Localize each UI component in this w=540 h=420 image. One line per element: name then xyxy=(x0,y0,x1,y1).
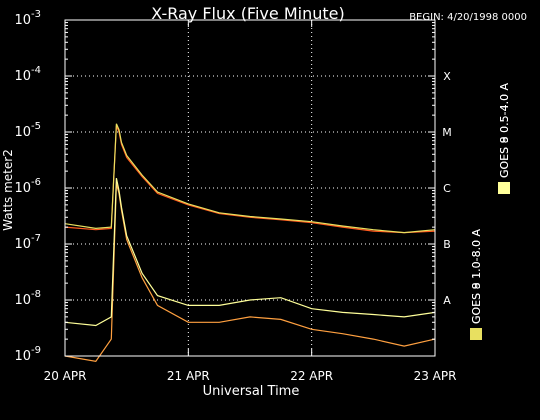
flare-class-label: M xyxy=(442,126,452,139)
flare-class-label: X xyxy=(443,70,451,83)
flare-class-label: B xyxy=(443,238,451,251)
legend-swatch xyxy=(470,328,482,340)
y-tick-label: 10-6 xyxy=(14,177,41,196)
begin-date-label: BEGIN: 4/20/1998 0000 xyxy=(409,12,527,23)
y-tick-label: 10-8 xyxy=(14,289,41,308)
y-axis-label: Watts meter2 xyxy=(1,149,15,231)
y-tick-label: 10-4 xyxy=(14,65,41,84)
y-tick-label: 10-9 xyxy=(14,345,41,364)
chart-title: X-Ray Flux (Five Minute) xyxy=(151,4,344,23)
legend-label: GOES 8 0.5-4.0 A xyxy=(498,82,511,178)
x-axis-label: Universal Time xyxy=(203,384,300,399)
legend-label: GOES 9 0.5-4.0 A xyxy=(498,82,511,178)
flare-class-label: A xyxy=(443,294,451,307)
series-line xyxy=(64,177,436,327)
series-line xyxy=(64,123,436,234)
legend-label: GOES 8 1.0-8.0 A xyxy=(470,228,483,324)
x-tick-label: 22 APR xyxy=(290,369,333,383)
y-tick-label: 10-3 xyxy=(14,9,41,28)
x-tick-label: 21 APR xyxy=(167,369,210,383)
x-tick-label: 20 APR xyxy=(44,369,87,383)
x-tick-label: 23 APR xyxy=(414,369,457,383)
y-tick-label: 10-7 xyxy=(14,233,41,252)
flare-class-label: C xyxy=(443,182,451,195)
legend-label: GOES 9 1.0-8.0 A xyxy=(470,228,483,324)
legend-swatch xyxy=(498,182,510,194)
y-tick-label: 10-5 xyxy=(14,121,41,140)
